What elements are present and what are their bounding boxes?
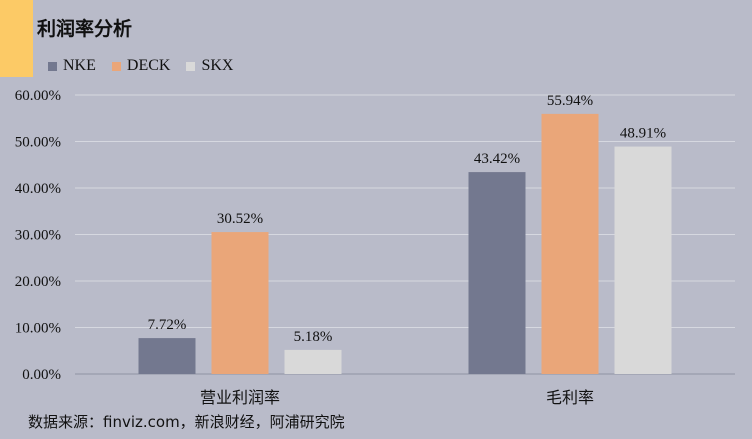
legend-item-nke: NKE <box>48 57 96 75</box>
data-label: 30.52% <box>217 211 263 227</box>
legend-swatch-skx <box>186 61 196 71</box>
x-category-label: 毛利率 <box>546 388 594 407</box>
data-label: 7.72% <box>148 317 187 333</box>
data-label: 43.42% <box>474 151 520 167</box>
y-tick-label: 40.00% <box>15 181 61 197</box>
legend-swatch-deck <box>111 61 121 71</box>
legend-label-deck: DECK <box>126 57 171 74</box>
legend-label-skx: SKX <box>201 57 234 74</box>
y-tick-label: 20.00% <box>15 274 61 290</box>
bar-deck <box>541 113 599 374</box>
accent-block <box>0 0 33 77</box>
bar-skx <box>614 146 672 374</box>
bar-deck <box>211 232 269 374</box>
data-label: 5.18% <box>294 329 333 345</box>
y-tick-label: 0.00% <box>22 367 61 383</box>
bar-nke <box>468 172 526 374</box>
y-tick-label: 60.00% <box>15 88 61 104</box>
y-tick-label: 10.00% <box>15 321 61 337</box>
legend-label-nke: NKE <box>63 57 96 74</box>
y-tick-label: 30.00% <box>15 228 61 244</box>
chart-title: 利润率分析 <box>37 18 133 40</box>
x-category-label: 营业利润率 <box>200 388 280 407</box>
legend-swatch-nke <box>48 61 57 71</box>
legend-item-skx: SKX <box>186 57 233 75</box>
bar-nke <box>138 338 196 374</box>
bar-skx <box>284 349 342 374</box>
legend: NKE DECK SKX <box>48 57 233 75</box>
data-label: 55.94% <box>547 93 593 109</box>
source-note: 数据来源：finviz.com，新浪财经，阿浦研究院 <box>28 413 345 431</box>
legend-item-deck: DECK <box>111 57 171 75</box>
y-tick-label: 50.00% <box>15 135 61 151</box>
data-label: 48.91% <box>620 126 666 142</box>
